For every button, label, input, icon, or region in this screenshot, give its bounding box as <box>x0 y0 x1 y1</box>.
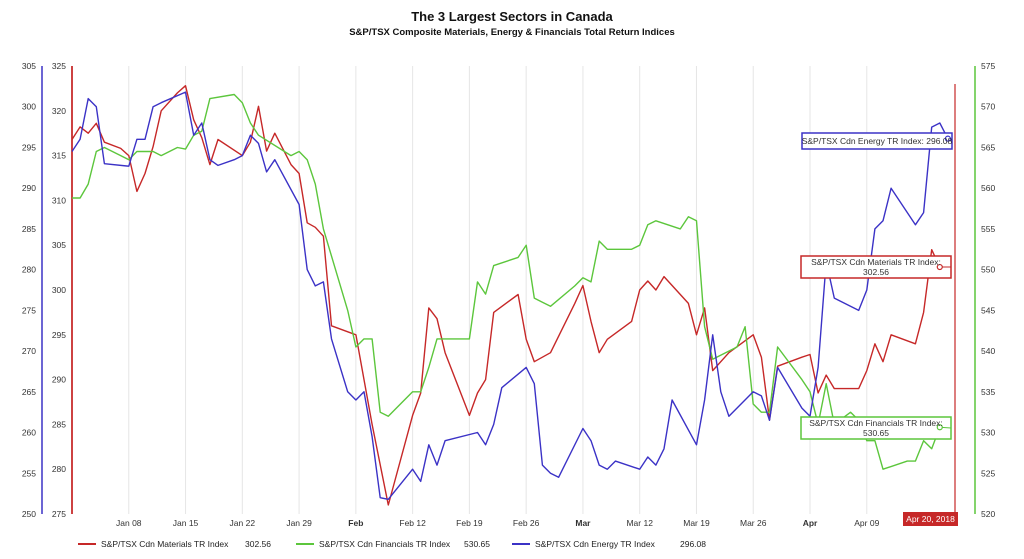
legend-label-financials: S&P/TSX Cdn Financials TR Index <box>319 539 451 549</box>
date-flag: Apr 20, 2018 <box>903 512 958 526</box>
energy-tick-label: 255 <box>22 468 36 478</box>
x-tick-label: Feb 19 <box>456 518 483 528</box>
energy-tick-label: 290 <box>22 183 36 193</box>
legend-label-materials: S&P/TSX Cdn Materials TR Index <box>101 539 229 549</box>
materials-callout-text: S&P/TSX Cdn Materials TR Index: <box>811 257 941 267</box>
legend-swatch-energy <box>512 543 530 545</box>
materials-tick-label: 320 <box>52 106 66 116</box>
financials-tick-label: 575 <box>981 61 995 71</box>
energy-tick-label: 265 <box>22 387 36 397</box>
energy-end-point <box>944 135 951 142</box>
financials-tick-label: 525 <box>981 468 995 478</box>
x-tick-label: Jan 22 <box>230 518 256 528</box>
legend: S&P/TSX Cdn Materials TR Index 302.56 S&… <box>0 539 1024 555</box>
materials-tick-label: 305 <box>52 240 66 250</box>
legend-label-energy: S&P/TSX Cdn Energy TR Index <box>535 539 655 549</box>
materials-tick-label: 280 <box>52 464 66 474</box>
legend-value-financials: 530.65 <box>464 539 490 549</box>
financials-callout-text: S&P/TSX Cdn Financials TR Index: <box>809 418 943 428</box>
financials-tick-label: 535 <box>981 387 995 397</box>
materials-series-line <box>71 84 941 506</box>
financials-series-line <box>72 93 941 470</box>
x-tick-label: Apr 09 <box>854 518 879 528</box>
legend-swatch-materials <box>78 543 96 545</box>
legend-value-energy: 296.08 <box>680 539 706 549</box>
x-tick-label: Mar 26 <box>740 518 767 528</box>
x-tick-label: Jan 29 <box>286 518 312 528</box>
energy-tick-label: 300 <box>22 102 36 112</box>
materials-tick-label: 290 <box>52 375 66 385</box>
materials-tick-label: 310 <box>52 195 66 205</box>
materials-end-point <box>936 263 943 271</box>
financials-tick-label: 545 <box>981 305 995 315</box>
x-tick-label: Jan 15 <box>173 518 199 528</box>
energy-tick-label: 285 <box>22 224 36 234</box>
energy-tick-label: 250 <box>22 509 36 519</box>
materials-callout-value: 302.56 <box>863 267 889 277</box>
financials-tick-label: 530 <box>981 428 995 438</box>
chart-title: The 3 Largest Sectors in Canada <box>411 9 613 24</box>
x-tick-label: Feb <box>348 518 363 528</box>
energy-tick-label: 270 <box>22 346 36 356</box>
x-tick-label: Apr <box>803 518 818 528</box>
financials-tick-label: 540 <box>981 346 995 356</box>
legend-item-financials[interactable]: S&P/TSX Cdn Financials TR Index <box>296 539 450 549</box>
financials-tick-label: 565 <box>981 142 995 152</box>
legend-item-energy[interactable]: S&P/TSX Cdn Energy TR Index <box>512 539 655 549</box>
materials-tick-label: 325 <box>52 61 66 71</box>
financials-tick-label: 560 <box>981 183 995 193</box>
materials-tick-label: 295 <box>52 330 66 340</box>
x-tick-label: Mar <box>575 518 591 528</box>
energy-tick-label: 305 <box>22 61 36 71</box>
legend-value-materials: 302.56 <box>245 539 271 549</box>
chart-subtitle: S&P/TSX Composite Materials, Energy & Fi… <box>349 27 675 38</box>
materials-tick-label: 300 <box>52 285 66 295</box>
energy-tick-label: 260 <box>22 428 36 438</box>
financials-tick-label: 555 <box>981 224 995 234</box>
x-tick-label: Mar 12 <box>626 518 653 528</box>
x-tick-label: Feb 26 <box>513 518 540 528</box>
energy-tick-label: 280 <box>22 265 36 275</box>
financials-tick-label: 520 <box>981 509 995 519</box>
energy-callout-text: S&P/TSX Cdn Energy TR Index: 296.08 <box>802 136 953 146</box>
legend-swatch-financials <box>296 543 314 545</box>
x-tick-label: Jan 08 <box>116 518 142 528</box>
financials-callout-value: 530.65 <box>863 428 889 438</box>
materials-tick-label: 275 <box>52 509 66 519</box>
energy-tick-label: 275 <box>22 305 36 315</box>
x-tick-label: Feb 12 <box>399 518 426 528</box>
financials-tick-label: 570 <box>981 102 995 112</box>
x-tick-label: Mar 19 <box>683 518 710 528</box>
energy-tick-label: 295 <box>22 142 36 152</box>
financials-tick-label: 550 <box>981 265 995 275</box>
materials-tick-label: 315 <box>52 151 66 161</box>
energy-series-line <box>71 91 949 500</box>
financials-end-point <box>936 424 943 431</box>
materials-tick-label: 285 <box>52 419 66 429</box>
legend-item-materials[interactable]: S&P/TSX Cdn Materials TR Index <box>78 539 228 549</box>
